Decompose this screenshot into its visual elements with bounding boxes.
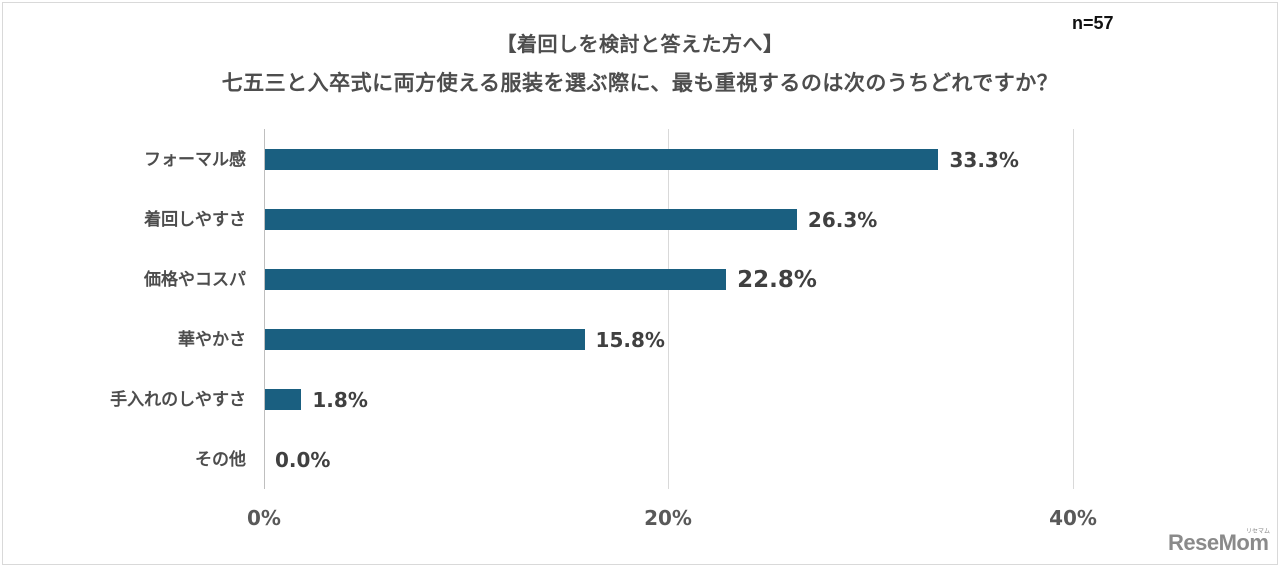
gridline-20 — [668, 129, 669, 489]
chart-title-line2: 七五三と入卒式に両方使える服装を選ぶ際に、最も重視するのは次のうちどれですか？ — [221, 71, 1059, 95]
bar — [265, 389, 302, 410]
value-label: 15.8% — [595, 328, 665, 352]
value-label: 0.0% — [275, 448, 331, 472]
x-tick-0: 0% — [247, 506, 281, 530]
category-label: 価格やコスパ — [144, 270, 246, 290]
value-label: 26.3% — [807, 208, 878, 232]
x-tick-40: 40% — [1049, 506, 1097, 530]
gridline-40 — [1073, 129, 1074, 489]
value-label: 1.8% — [312, 388, 368, 412]
category-label: 手入れのしやすさ — [110, 390, 246, 410]
value-label: 33.3% — [949, 148, 1019, 172]
sample-size-label: n=57 — [1072, 13, 1114, 33]
category-label: その他 — [195, 450, 246, 470]
bar — [265, 269, 727, 290]
bar — [265, 209, 797, 230]
category-label: 華やかさ — [178, 330, 246, 350]
y-axis-line — [264, 129, 265, 489]
bar — [265, 329, 585, 350]
category-label: フォーマル感 — [144, 150, 246, 170]
resemom-logo: ReseMom — [1168, 530, 1269, 555]
value-label: 22.8% — [737, 267, 817, 293]
resemom-logo-kana: リセマム — [1246, 528, 1271, 535]
bar — [265, 149, 939, 170]
category-label: 着回しやすさ — [144, 210, 246, 230]
chart-title-line1: 【着回しを検討と答えた方へ】 — [496, 32, 784, 56]
x-tick-20: 20% — [644, 506, 692, 530]
